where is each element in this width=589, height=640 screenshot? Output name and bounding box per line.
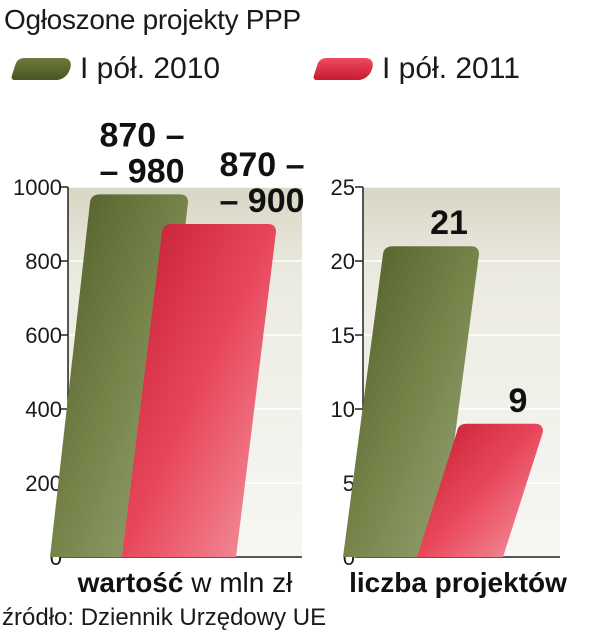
data-label: 9 [509, 382, 528, 420]
data-label: 870 – [99, 116, 184, 154]
chart-title: Ogłoszone projekty PPP [4, 4, 301, 35]
bar-2011 [122, 224, 276, 557]
x-axis-label: wartość w mln zł [77, 567, 294, 598]
y-tick-label: 25 [331, 175, 355, 200]
y-tick-label: 400 [25, 397, 62, 422]
y-tick-label: 15 [331, 323, 355, 348]
x-axis-label: liczba projektów [349, 567, 567, 598]
y-tick-label: 10 [331, 397, 355, 422]
legend-label-2011: I pół. 2011 [382, 52, 520, 85]
source-note: źródło: Dziennik Urzędowy UE [2, 604, 327, 631]
legend-item-2010: I pół. 2010 [10, 52, 221, 86]
y-tick-label: 800 [25, 249, 62, 274]
y-tick-label: 1000 [13, 175, 62, 200]
data-label: – 900 [219, 182, 304, 220]
bar-2011 [417, 423, 543, 557]
legend-label-2010: I pół. 2010 [80, 52, 221, 85]
y-tick-label: 200 [25, 471, 62, 496]
legend: I pół. 2010 I pół. 2011 [0, 52, 589, 92]
legend-item-2011: I pół. 2011 [312, 52, 520, 86]
data-label: – 980 [99, 152, 184, 190]
data-label: 870 – [219, 146, 304, 184]
data-label: 21 [430, 204, 468, 242]
y-tick-label: 20 [331, 249, 355, 274]
y-tick-label: 600 [25, 323, 62, 348]
